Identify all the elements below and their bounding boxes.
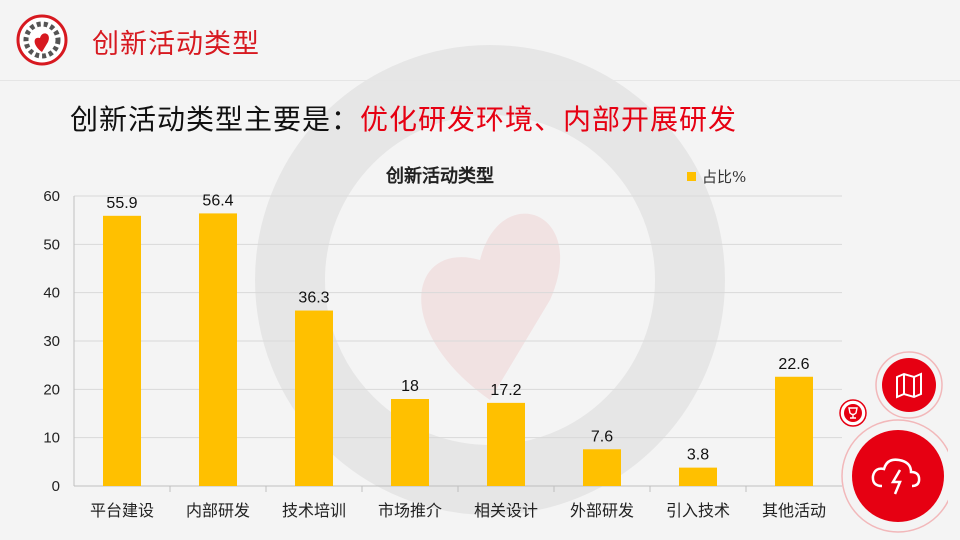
trophy-icon [848,407,858,419]
chart-title: 创新活动类型 [385,165,494,187]
subtitle-highlight: 优化研发环境、内部开展研发 [360,103,738,136]
bar [775,376,813,486]
bar-value-labels: 55.9 56.4 36.3 18 17.2 7.6 3.8 22.6 [106,192,809,463]
data-label: 22.6 [778,356,809,373]
page-title: 创新活动类型 [92,29,260,60]
x-tick-label: 市场推介 [378,501,442,520]
y-tick-label: 10 [43,430,60,447]
bar [295,310,333,486]
y-tick-label: 20 [43,381,60,398]
legend-label: 占比% [702,168,746,186]
y-tick-label: 60 [43,188,60,205]
x-tick-label: 技术培训 [282,501,346,520]
trophy-button[interactable] [838,398,868,428]
data-label: 17.2 [490,382,521,399]
cloud-lightning-button[interactable] [838,404,948,534]
gear-heart-logo-icon [16,14,68,66]
map-icon [896,372,922,399]
data-label: 7.6 [591,428,613,445]
x-tick-label: 其他活动 [762,501,826,520]
x-tick-label: 平台建设 [90,501,154,520]
x-axis-tick-labels: 平台建设 内部研发 技术培训 市场推介 相关设计 外部研发 引入技术 其他活动 [90,501,826,520]
bar [391,399,429,486]
data-label: 18 [401,378,419,395]
chart-gridlines [73,195,842,492]
bar [199,213,237,486]
legend-swatch [687,172,696,181]
x-tick-label: 相关设计 [474,501,538,520]
bar-chart: 0 10 20 30 40 50 60 平台建设 内部研发 技术培训 市场推介 相关设计 外部研发 引入… [43,165,842,520]
y-tick-label: 0 [52,478,60,495]
x-tick-label: 引入技术 [666,501,730,520]
cloud-lightning-icon [871,458,921,495]
data-label: 36.3 [298,290,329,307]
x-tick-label: 外部研发 [570,501,634,520]
bar [583,449,621,486]
chart-legend: 占比% [687,168,746,186]
data-label: 3.8 [687,447,709,464]
data-label: 55.9 [106,195,137,212]
data-label: 56.4 [202,192,233,209]
chart-bars [103,213,813,487]
y-axis-tick-labels: 0 10 20 30 40 50 60 [43,188,60,495]
subtitle-prefix: 创新活动类型主要是： [70,103,361,136]
y-tick-label: 50 [43,236,60,253]
slide-subtitle: 创新活动类型主要是：优化研发环境、内部开展研发 [70,98,737,138]
bar [679,467,717,486]
bar [103,215,141,487]
header-divider [0,80,960,81]
bar [487,402,525,486]
map-button[interactable] [874,350,944,420]
x-tick-label: 内部研发 [186,501,250,520]
y-tick-label: 40 [43,285,60,302]
y-tick-label: 30 [43,333,60,350]
